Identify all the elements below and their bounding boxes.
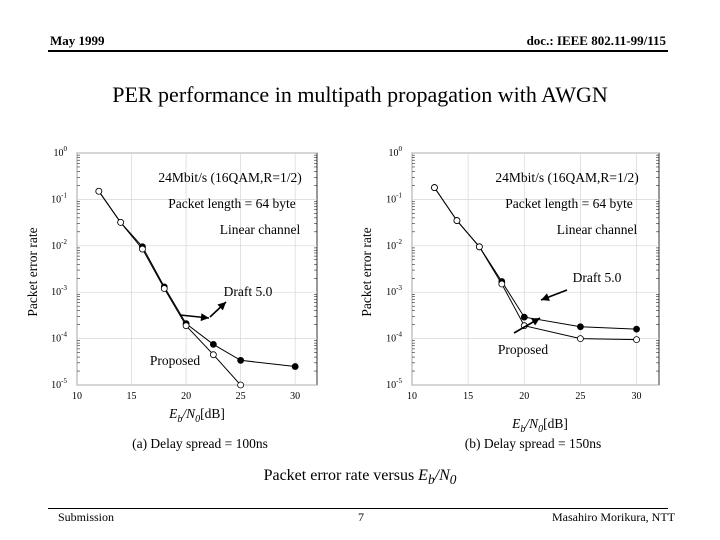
chart1-point-draft-5-0 [237,356,245,364]
chart2-point-proposed [453,217,461,224]
chart1-point-proposed [237,381,245,389]
footer-rule [48,508,668,509]
chart1-frame [76,152,318,386]
chart1-arrow-head [217,302,226,311]
figure-caption-sub: b [427,472,435,488]
chart2-packet-length-label: Packet length = 64 byte [505,196,633,211]
chart2-point-proposed [431,184,438,191]
chart1-ytick-label: 10-1 [51,191,67,205]
chart2-proposed-label: Proposed [498,342,548,357]
chart2-caption: (b) Delay spread = 150ns [465,436,602,451]
chart2-xtick-label: 15 [463,391,473,402]
slide-title: PER performance in multipath propagation… [112,82,608,107]
chart2-title: 24Mbit/s (16QAM,R=1/2) [495,170,638,185]
chart1-title: 24Mbit/s (16QAM,R=1/2) [158,170,301,185]
chart1-ytick-label: 10-2 [51,238,67,252]
chart2-xtick-label: 25 [575,391,585,402]
chart2-point-draft-5-0 [633,325,640,333]
chart2-channel-label: Linear channel [557,222,638,237]
chart1-point-proposed [95,187,103,195]
header-rule [48,50,668,52]
chart1-point-proposed [139,245,146,253]
chart1-ytick-label: 10-3 [51,284,67,298]
chart2-xlabel: Eb/N0[dB] [511,416,568,435]
chart1-point-proposed [117,218,125,226]
header-date: May 1999 [50,33,105,48]
chart2-ytick-label: 10-3 [386,284,402,298]
chart1-caption: (a) Delay spread = 100ns [132,436,268,451]
chart2-point-proposed [577,335,584,343]
chart1-channel-label: Linear channel [220,222,301,237]
footer-left: Submission [58,510,115,524]
chart2-point-proposed [475,243,483,251]
chart2-point-proposed [498,280,506,288]
chart2-xtick-label: 10 [407,391,417,402]
chart1-xtick-label: 10 [72,391,82,402]
chart1-point-proposed [160,285,168,292]
chart2-ytick-label: 10-1 [386,191,402,205]
chart1-proposed-label: Proposed [150,353,200,368]
figure-caption-var: E [418,467,428,484]
chart2-ytick-label: 10-5 [386,377,402,391]
chart1-point-draft-5-0 [209,340,217,348]
chart2-point-draft-5-0 [520,313,528,321]
footer-page-number: 7 [358,510,364,524]
chart1-xlabel: Eb/N0[dB] [168,406,225,425]
chart2-xtick-label: 30 [632,391,642,402]
chart1-point-proposed [182,322,190,330]
charts-area: 10 15 20 25 30 10-5 10-4 10-3 10-2 10-1 100 24Mbit/… [25,145,660,451]
chart1-xtick-label: 15 [127,391,137,402]
chart2-ytick-label: 10-4 [386,331,402,345]
figure-caption-sub2: 0 [449,472,457,488]
chart1-xtick-label: 20 [181,391,191,402]
chart2-xtick-label: 20 [519,391,529,402]
chart2-frame [411,152,660,386]
chart1-ytick-label: 10-4 [51,331,67,345]
chart2-ytick-label: 10-2 [386,238,402,252]
figure-caption-mid: /N [434,467,450,484]
chart2-arrow-head [531,318,540,326]
chart1-point-proposed [209,351,217,359]
footer-right: Masahiro Morikura, NTT [552,510,675,524]
chart2-point-draft-5-0 [577,323,584,331]
chart1-point-draft-5-0 [291,363,299,370]
chart2-ytick-label: 100 [389,145,403,159]
chart1-arrow-head [200,313,209,322]
chart2-point-proposed [633,336,640,344]
header-doc-number: doc.: IEEE 802.11-99/115 [526,33,666,48]
chart1-xtick-label: 30 [290,391,300,402]
chart2-arrow-head [541,293,550,301]
chart2-ylabel: Packet error rate [359,227,374,316]
chart2-draft-label: Draft 5.0 [573,270,622,285]
chart1-ytick-label: 100 [54,145,68,159]
chart1-xtick-label: 25 [236,391,246,402]
chart1-packet-length-label: Packet length = 64 byte [168,196,296,211]
figure-caption: Packet error rate versus Eb/N0 [0,467,720,488]
chart1-ylabel: Packet error rate [25,227,40,316]
chart1-draft-label: Draft 5.0 [224,284,273,299]
figure-caption-prefix: Packet error rate versus [263,467,419,484]
chart1-ytick-label: 10-5 [51,377,67,391]
